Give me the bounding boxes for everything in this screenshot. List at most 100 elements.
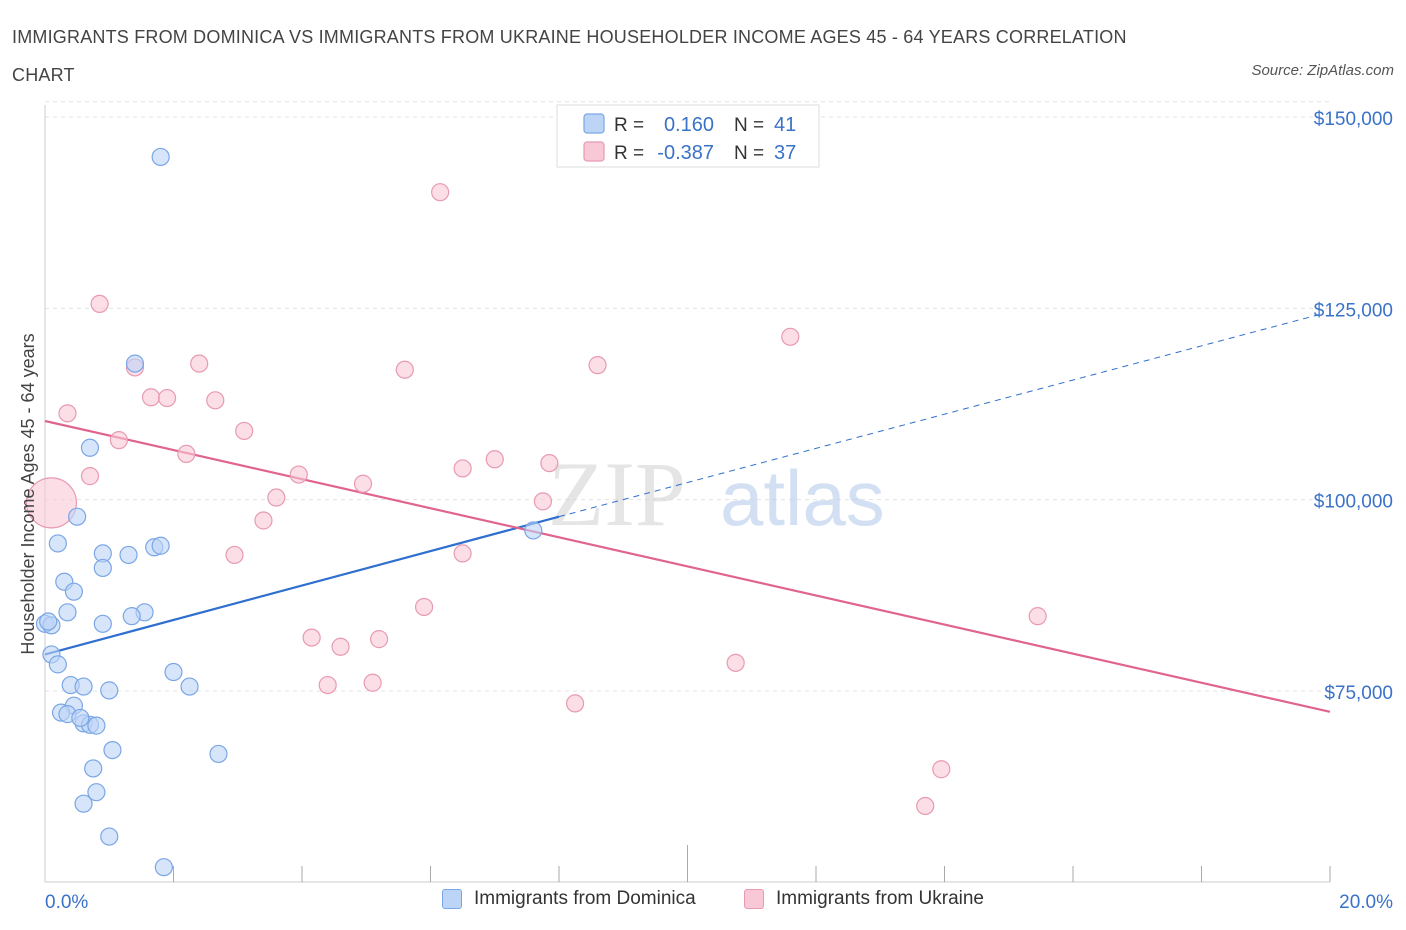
point-dominica: [87, 783, 106, 802]
point-ukraine: [109, 431, 128, 450]
point-dominica: [64, 582, 84, 601]
point-ukraine: [726, 653, 745, 672]
point-dominica: [87, 716, 106, 735]
point-ukraine: [453, 544, 472, 563]
point-dominica: [100, 681, 119, 700]
point-dominica: [84, 759, 103, 778]
point-ukraine: [157, 388, 177, 408]
point-ukraine: [225, 545, 244, 565]
point-ukraine: [353, 474, 373, 493]
y-axis-label: Householder Income Ages 45 - 64 years: [18, 333, 38, 654]
trend-line-dominica: [44, 515, 560, 656]
point-ukraine: [414, 597, 434, 617]
point-ukraine: [540, 453, 559, 473]
point-ukraine: [318, 675, 337, 695]
trend-lines: [44, 313, 1331, 713]
point-dominica: [125, 354, 145, 373]
chart-title: IMMIGRANTS FROM DOMINICA VS IMMIGRANTS F…: [12, 27, 1127, 85]
watermark-zip: ZIP: [548, 443, 686, 545]
point-dominica: [93, 558, 112, 578]
point-dominica: [151, 147, 170, 167]
point-dominica: [74, 794, 93, 813]
point-dominica: [48, 655, 67, 674]
trend-line-ukraine: [44, 419, 1331, 713]
point-ukraine: [363, 673, 382, 692]
legend-r-value-1: 0.160: [664, 114, 714, 136]
point-dominica: [71, 708, 90, 728]
legend-item-dominica[interactable]: Immigrants from Dominica: [442, 888, 696, 910]
point-ukraine: [453, 459, 472, 478]
legend-swatch-dominica-bottom: [442, 889, 462, 909]
legend-r-label-1: R =: [614, 115, 644, 136]
legend-item-ukraine[interactable]: Immigrants from Ukraine: [744, 888, 984, 910]
point-ukraine: [565, 694, 585, 713]
x-tick-label: 0.0%: [45, 892, 88, 913]
point-ukraine: [485, 450, 504, 469]
point-ukraine: [25, 477, 78, 529]
y-tick-label: $100,000: [1314, 492, 1393, 513]
legend-r-label-2: R =: [614, 143, 644, 164]
legend-swatch-dominica: [583, 113, 605, 134]
point-ukraine: [267, 488, 286, 507]
point-dominica: [58, 603, 77, 622]
point-ukraine: [190, 354, 209, 373]
point-dominica: [524, 521, 543, 540]
point-dominica: [68, 507, 87, 526]
legend-n-label-2: N =: [734, 143, 764, 164]
point-dominica: [180, 677, 199, 696]
source-label: Source: ZipAtlas.com: [1251, 62, 1394, 79]
stats-legend: R = 0.160 N = 41 R = -0.387 N = 37: [556, 104, 820, 168]
point-dominica: [164, 662, 183, 682]
legend-label-dominica: Immigrants from Dominica: [474, 888, 696, 909]
point-ukraine: [588, 356, 607, 375]
x-tick-label: 20.0%: [1339, 892, 1393, 913]
tick-labels: $75,000 $100,000 $125,000 $150,000 0.0% 20.0%: [45, 109, 1393, 913]
point-dominica: [48, 534, 67, 553]
data-points: [25, 147, 1047, 877]
point-ukraine: [235, 421, 254, 441]
y-tick-label: $150,000: [1314, 109, 1393, 130]
point-ukraine: [781, 327, 800, 346]
point-dominica: [39, 612, 58, 631]
legend-swatch-ukraine-bottom: [744, 889, 764, 909]
point-dominica: [100, 827, 119, 846]
series-legend: Immigrants from Dominica Immigrants from…: [0, 888, 1406, 918]
point-ukraine: [254, 511, 273, 530]
legend-label-ukraine: Immigrants from Ukraine: [776, 888, 984, 909]
point-ukraine: [80, 467, 100, 486]
point-ukraine: [90, 294, 109, 314]
axes: [44, 105, 1331, 883]
legend-swatch-ukraine: [583, 141, 605, 162]
legend-n-label-1: N =: [734, 115, 764, 136]
point-ukraine: [58, 404, 77, 423]
point-ukraine: [331, 637, 350, 656]
legend-r-value-2: -0.387: [657, 142, 714, 164]
point-ukraine: [370, 630, 389, 649]
point-dominica: [151, 536, 170, 555]
point-dominica: [119, 545, 138, 565]
point-dominica: [122, 607, 141, 626]
point-ukraine: [141, 388, 161, 407]
point-ukraine: [206, 391, 225, 410]
point-dominica: [93, 614, 112, 633]
point-dominica: [154, 858, 173, 877]
y-tick-label: $75,000: [1324, 683, 1393, 704]
legend-n-value-1: 41: [774, 114, 796, 136]
point-dominica: [209, 744, 228, 764]
point-dominica: [80, 438, 100, 457]
point-ukraine: [1028, 607, 1047, 626]
point-ukraine: [431, 183, 450, 202]
watermark-atlas: atlas: [720, 454, 885, 542]
point-ukraine: [932, 760, 951, 779]
point-ukraine: [916, 796, 935, 816]
point-dominica: [74, 677, 93, 696]
point-ukraine: [302, 628, 321, 647]
point-dominica: [103, 740, 122, 760]
point-ukraine: [289, 465, 308, 484]
legend-n-value-2: 37: [774, 142, 796, 164]
y-tick-label: $125,000: [1314, 300, 1393, 321]
point-ukraine: [395, 360, 414, 379]
point-ukraine: [177, 444, 196, 464]
point-ukraine: [533, 492, 553, 511]
